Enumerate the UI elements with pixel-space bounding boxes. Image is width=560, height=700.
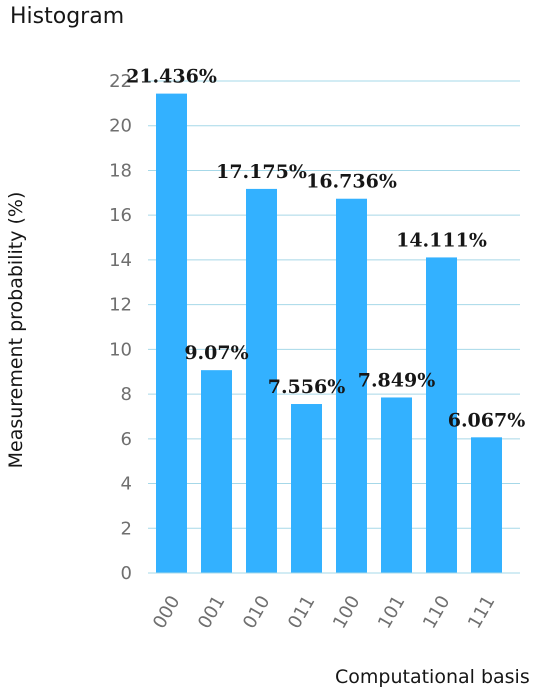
- y-tick-label: 10: [109, 339, 132, 360]
- x-tick-label: 100: [329, 592, 364, 632]
- y-tick-label: 0: [121, 563, 132, 584]
- y-tick-label: 22: [109, 71, 132, 92]
- data-label: 16.736%: [306, 171, 397, 193]
- data-label: 14.111%: [396, 229, 487, 251]
- bar-001: [201, 370, 232, 573]
- y-tick-label: 14: [109, 250, 132, 271]
- y-tick-label: 6: [121, 429, 132, 450]
- bar-110: [426, 257, 457, 573]
- bar-011: [291, 404, 322, 573]
- x-tick-label: 101: [374, 592, 409, 632]
- data-label: 7.556%: [268, 376, 346, 398]
- bar-100: [336, 198, 367, 574]
- y-tick-label: 8: [121, 384, 132, 405]
- bar-000: [156, 93, 187, 573]
- x-tick-label: 000: [149, 592, 184, 632]
- data-label: 21.436%: [126, 66, 217, 88]
- data-label: 7.849%: [358, 369, 436, 391]
- data-label: 17.175%: [216, 161, 307, 183]
- y-tick-label: 18: [109, 160, 132, 181]
- y-tick-label: 2: [121, 518, 132, 539]
- data-label: 9.07%: [184, 342, 248, 364]
- y-tick-label: 16: [109, 205, 132, 226]
- y-tick-label: 12: [109, 295, 132, 316]
- bar-101: [381, 397, 412, 573]
- bar-010: [246, 188, 277, 573]
- x-tick-label: 110: [419, 592, 454, 632]
- x-tick-label: 011: [284, 592, 319, 632]
- chart-title: Histogram: [10, 4, 125, 29]
- y-tick-label: 20: [109, 116, 132, 137]
- y-tick-label: 4: [121, 474, 132, 495]
- x-tick-label: 111: [464, 592, 499, 632]
- data-label: 6.067%: [448, 409, 526, 431]
- x-tick-label: 010: [239, 592, 274, 632]
- x-axis-label: Computational basis: [335, 666, 530, 688]
- x-tick-label: 001: [194, 592, 229, 632]
- bar-111: [471, 437, 502, 573]
